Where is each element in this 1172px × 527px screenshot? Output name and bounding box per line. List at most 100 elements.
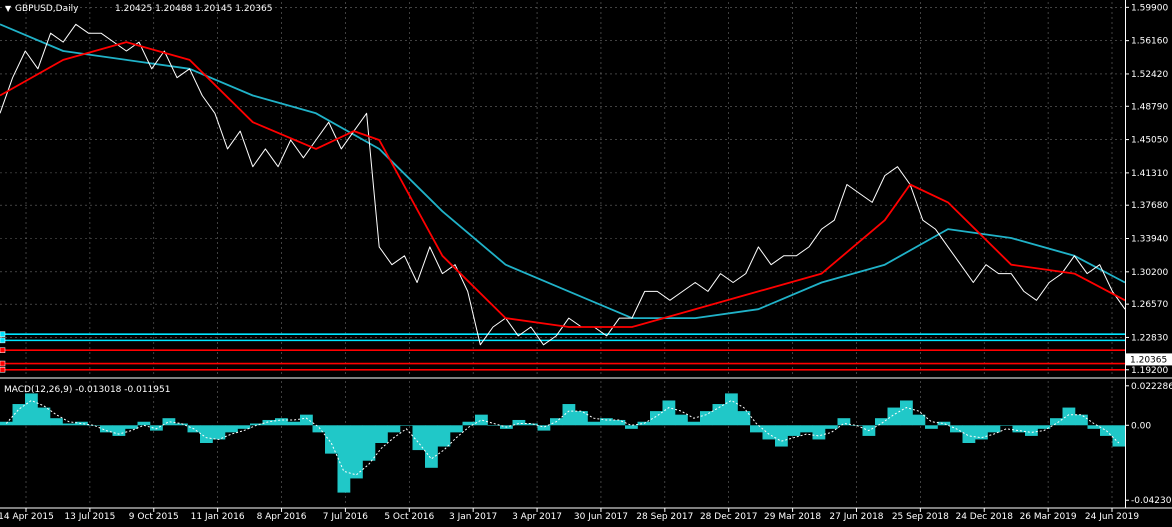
macd-histogram-bar bbox=[612, 419, 626, 426]
macd-histogram-bar bbox=[837, 418, 851, 426]
macd-histogram-bar bbox=[437, 425, 451, 447]
x-tick-label: 8 Apr 2016 bbox=[257, 512, 307, 522]
current-price-text: 1.20365 bbox=[1130, 355, 1167, 365]
level-handle[interactable] bbox=[0, 337, 6, 344]
macd-histogram-bar bbox=[887, 407, 901, 426]
y-tick-label: 1.37680 bbox=[1131, 201, 1168, 211]
macd-y-tick-label: -0.042305 bbox=[1131, 496, 1172, 506]
macd-histogram-bar bbox=[87, 425, 101, 426]
macd-histogram-bar bbox=[525, 423, 538, 426]
macd-histogram-bar bbox=[875, 418, 888, 426]
macd-histogram-bar bbox=[225, 425, 238, 433]
macd-histogram-bar bbox=[325, 425, 338, 454]
fast-moving-average bbox=[0, 41, 1126, 328]
macd-histogram-bar bbox=[600, 418, 613, 426]
x-tick-label: 3 Jan 2017 bbox=[449, 512, 497, 522]
x-tick-label: 9 Oct 2015 bbox=[129, 512, 179, 522]
macd-histogram-bar bbox=[125, 425, 138, 429]
macd-histogram-bar bbox=[962, 425, 976, 443]
time-axis[interactable]: 14 Apr 2015 13 Jul 2015 9 Oct 2015 11 Jan 2… bbox=[0, 508, 1139, 522]
macd-histogram-bar bbox=[200, 425, 213, 443]
macd-histogram-bar bbox=[237, 425, 251, 429]
macd-histogram-bar bbox=[162, 418, 176, 426]
x-tick-label: 28 Dec 2017 bbox=[700, 512, 758, 522]
x-tick-label: 3 Apr 2017 bbox=[512, 512, 562, 522]
macd-histogram-bar bbox=[800, 425, 813, 433]
macd-histogram-bar bbox=[1012, 425, 1026, 433]
price-axis[interactable]: 1.59900 1.56160 1.52420 1.48790 1.45050 1.413… bbox=[1125, 3, 1168, 376]
macd-histogram-bar bbox=[750, 425, 763, 433]
horizontal-levels[interactable] bbox=[0, 331, 1125, 373]
macd-histogram-bar bbox=[512, 419, 526, 426]
macd-histogram-bar bbox=[1000, 425, 1013, 426]
macd-signal-line bbox=[5, 399, 1120, 476]
macd-histogram-bar bbox=[912, 414, 926, 426]
macd-histogram-bar bbox=[787, 425, 801, 436]
level-handle[interactable] bbox=[0, 367, 6, 373]
y-tick-label: 1.30200 bbox=[1131, 268, 1168, 278]
x-tick-label: 26 Mar 2019 bbox=[1020, 512, 1077, 522]
x-tick-label: 7 Jul 2016 bbox=[323, 512, 368, 522]
collapse-arrow-icon[interactable]: ▼ bbox=[5, 4, 12, 13]
y-tick-label: 1.41310 bbox=[1131, 169, 1168, 179]
x-tick-label: 24 Jun 2019 bbox=[1085, 512, 1139, 522]
macd-histogram-bar bbox=[412, 425, 426, 451]
y-tick-label: 1.59900 bbox=[1131, 3, 1168, 13]
macd-histogram-bar bbox=[1037, 425, 1051, 429]
x-tick-label: 13 Jul 2015 bbox=[64, 512, 115, 522]
y-tick-label: 1.22830 bbox=[1131, 333, 1168, 343]
macd-histogram-bar bbox=[812, 425, 826, 440]
macd-y-tick-label: 0.00 bbox=[1131, 421, 1151, 431]
macd-histogram-bar bbox=[762, 425, 776, 440]
y-tick-label: 1.56160 bbox=[1131, 37, 1168, 47]
macd-histogram-bar bbox=[75, 421, 88, 426]
macd-histogram-bar bbox=[537, 425, 551, 431]
macd-histogram-bar bbox=[300, 414, 313, 426]
macd-histogram-bar bbox=[487, 425, 501, 426]
macd-histogram-bar bbox=[1112, 425, 1126, 447]
macd-histogram-bar bbox=[1062, 407, 1076, 426]
macd-grid bbox=[25, 381, 1113, 505]
symbol-label: GBPUSD,Daily bbox=[15, 4, 79, 14]
macd-histogram-bar bbox=[775, 425, 788, 447]
macd-indicator bbox=[0, 393, 1126, 493]
macd-histogram-bar bbox=[475, 414, 488, 426]
macd-histogram-bar bbox=[375, 425, 388, 443]
macd-histogram-bar bbox=[1050, 418, 1063, 426]
macd-histogram-bar bbox=[62, 423, 76, 426]
macd-axis: 0.022286 0.00 -0.042305 bbox=[1125, 382, 1172, 506]
x-tick-label: 29 Mar 2018 bbox=[764, 512, 821, 522]
macd-histogram-bar bbox=[850, 425, 863, 426]
macd-histogram-bar bbox=[1087, 425, 1101, 429]
level-handle[interactable] bbox=[0, 331, 6, 337]
y-tick-label: 1.52420 bbox=[1131, 70, 1168, 80]
y-tick-label: 1.19200 bbox=[1131, 366, 1168, 376]
macd-histogram-bar bbox=[987, 425, 1001, 433]
macd-histogram-bar bbox=[250, 423, 263, 426]
macd-histogram-bar bbox=[975, 425, 988, 440]
macd-title: MACD(12,26,9) -0.013018 -0.011951 bbox=[4, 385, 170, 395]
x-tick-label: 14 Apr 2015 bbox=[0, 512, 54, 522]
y-tick-label: 1.26570 bbox=[1131, 300, 1168, 310]
macd-histogram-bar bbox=[725, 393, 738, 426]
level-handle[interactable] bbox=[0, 347, 6, 353]
macd-histogram-bar bbox=[575, 411, 588, 426]
macd-histogram-bar bbox=[587, 421, 601, 426]
macd-histogram-bar bbox=[137, 421, 151, 426]
macd-histogram-bar bbox=[700, 411, 713, 426]
macd-histogram-bar bbox=[150, 425, 163, 431]
y-tick-label: 1.45050 bbox=[1131, 136, 1168, 146]
macd-histogram-bar bbox=[387, 425, 401, 433]
fast-ma-line bbox=[0, 41, 1126, 328]
macd-histogram-bar bbox=[825, 425, 838, 429]
level-handle[interactable] bbox=[0, 360, 6, 367]
x-tick-label: 11 Jan 2016 bbox=[191, 512, 245, 522]
macd-histogram-bar bbox=[937, 421, 951, 426]
ohlc-values: 1.20425 1.20488 1.20145 1.20365 bbox=[115, 4, 272, 14]
macd-histogram-bar bbox=[37, 407, 51, 426]
macd-histogram-bar bbox=[287, 421, 301, 426]
macd-histogram-bar bbox=[662, 400, 676, 426]
macd-histogram-bar bbox=[337, 425, 351, 493]
